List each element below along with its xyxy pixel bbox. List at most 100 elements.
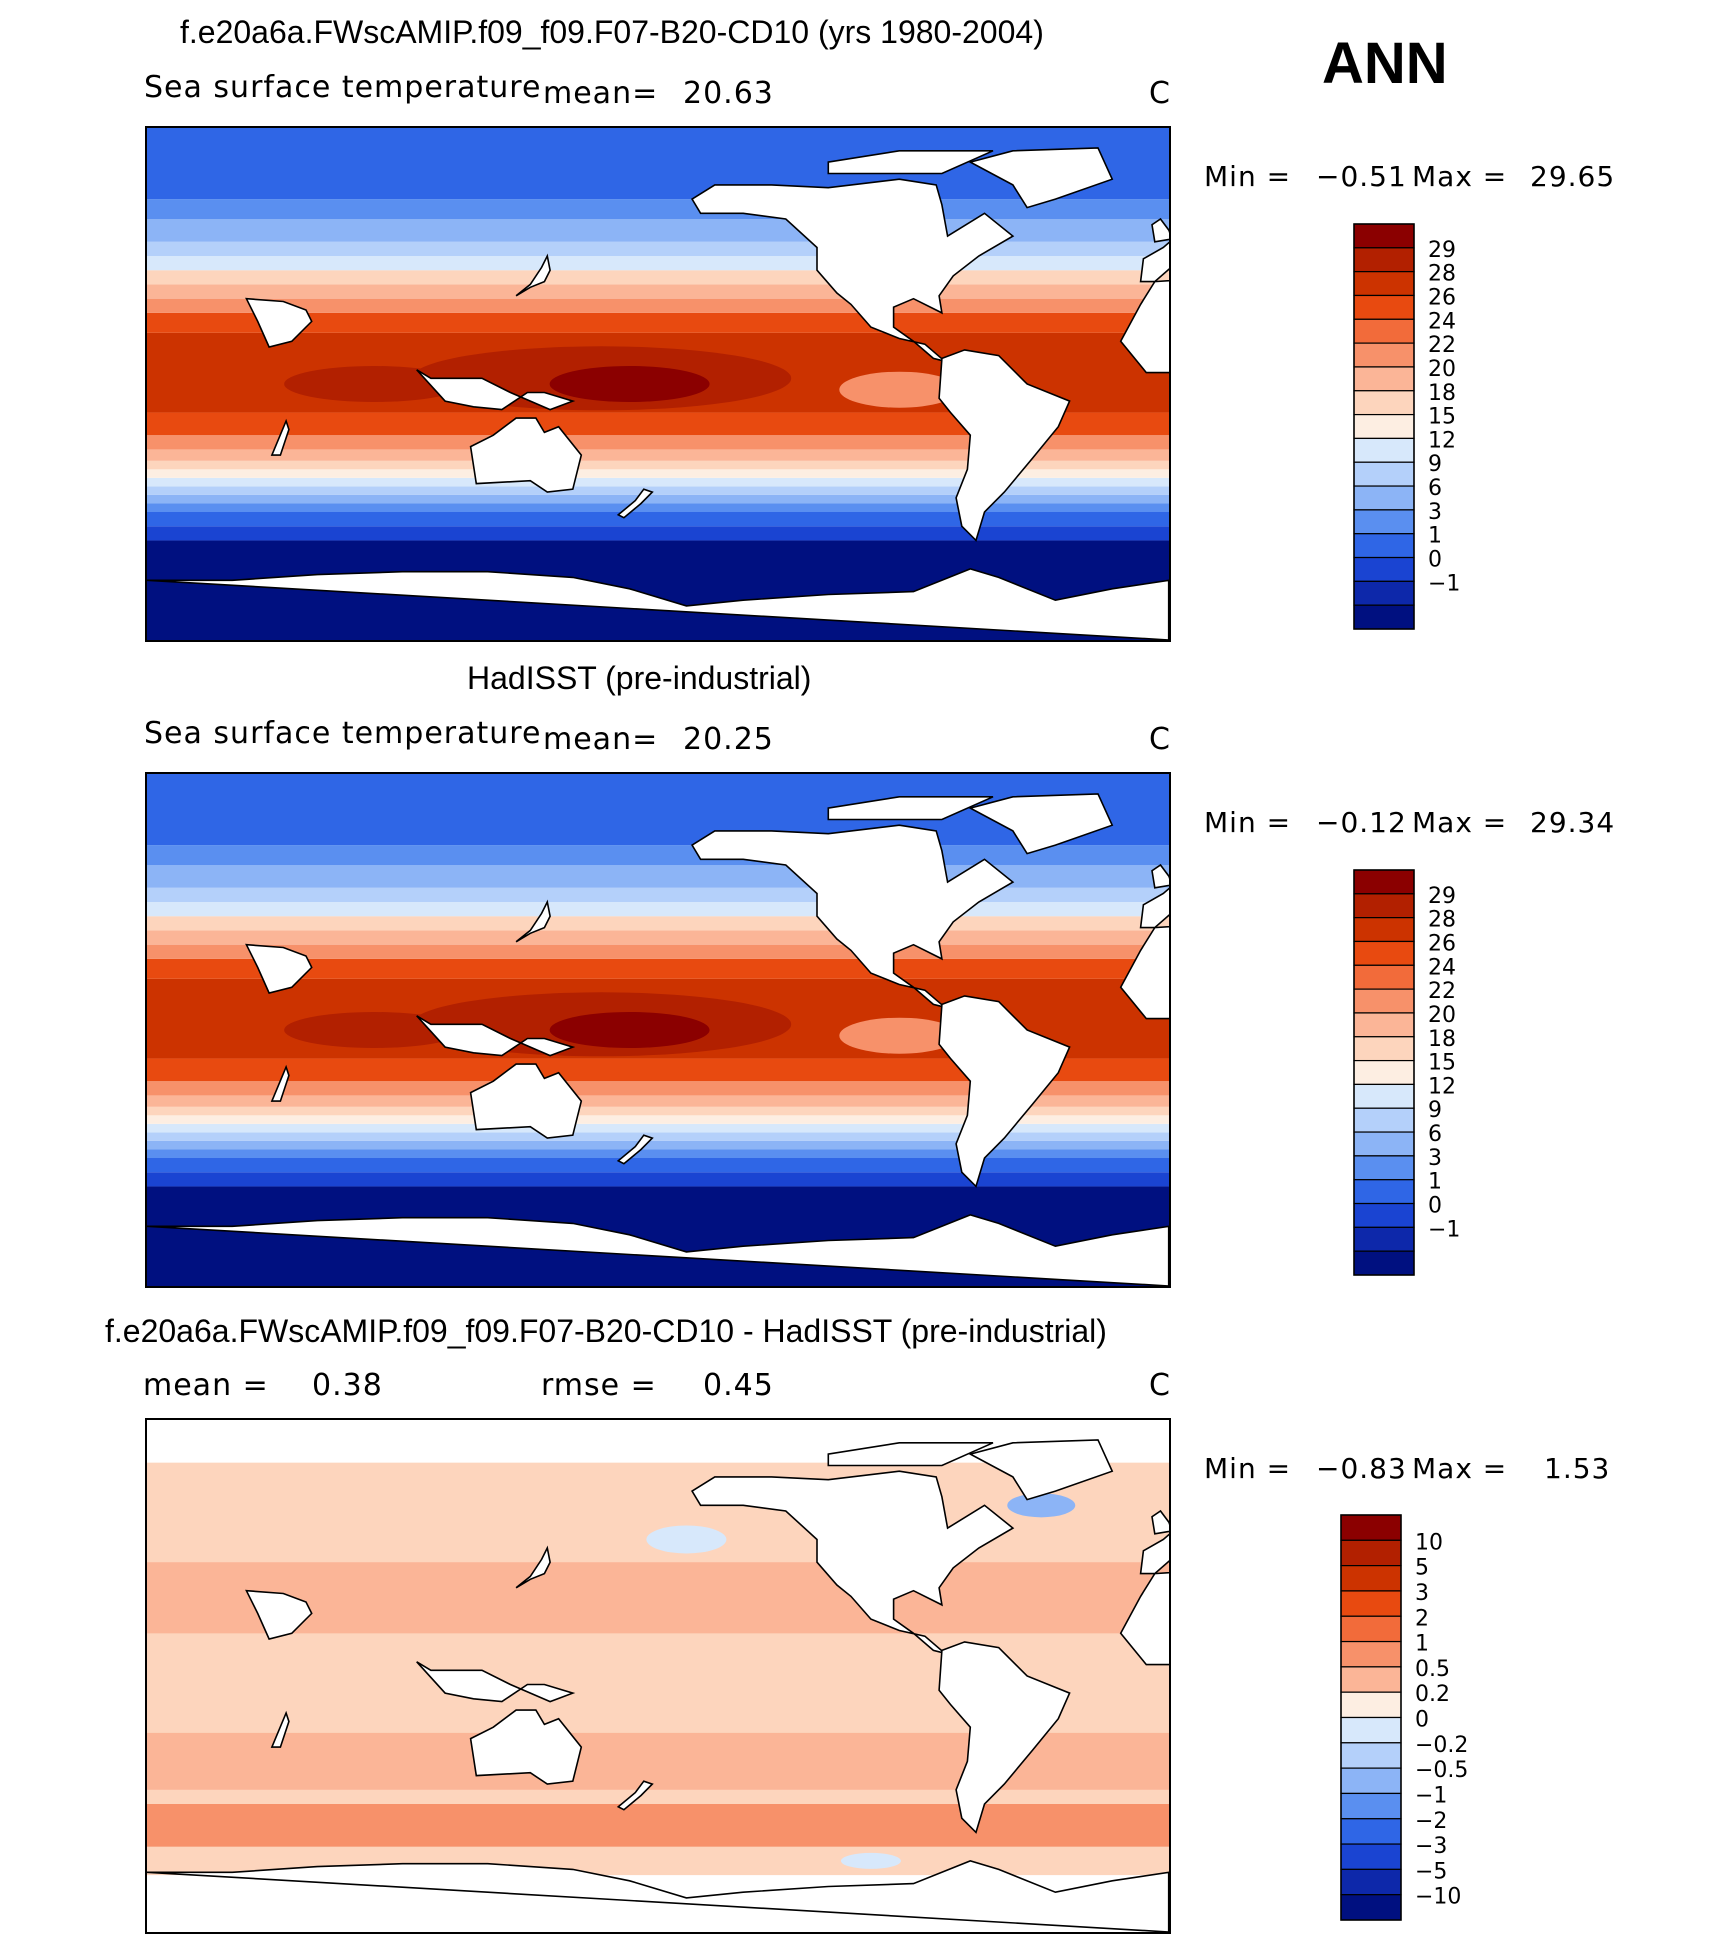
sst-band	[147, 1115, 1169, 1124]
panel3-max-value: 1.53	[1544, 1452, 1611, 1485]
colorbar-swatch	[1340, 1514, 1402, 1541]
colorbar-swatch	[1340, 1843, 1402, 1870]
indian-warm	[284, 1012, 465, 1048]
land-australia	[469, 1709, 583, 1785]
colorbar-swatch	[1353, 1226, 1415, 1252]
land-greenland	[968, 147, 1114, 209]
panel3-title: f.e20a6a.FWscAMIP.f09_f09.F07-B20-CD10 -…	[105, 1313, 1107, 1349]
colorbar-tick-label: 0	[1428, 548, 1442, 573]
sst-band	[147, 944, 1169, 959]
panel2-max-value: 29.34	[1530, 806, 1616, 839]
panel2-max-label: Max =	[1412, 806, 1508, 839]
colorbar-swatch	[1353, 271, 1415, 297]
panel3-map	[145, 1418, 1171, 1934]
sst-band	[147, 958, 1169, 979]
sst-band	[147, 1081, 1169, 1096]
sst-band	[147, 256, 1169, 271]
land-africa	[1119, 1571, 1169, 1666]
panel2-units: C	[1149, 722, 1171, 757]
panel2-colorbar: 29 28 26 24 22 20 18 15 12 9 6 3 1 0 −1	[1353, 869, 1534, 1285]
colorbar-swatch	[1340, 1565, 1402, 1592]
sst-band	[147, 1158, 1169, 1173]
colorbar-tick-label: 1	[1428, 524, 1442, 549]
land-n_america	[691, 178, 1015, 362]
panel1-max-label: Max =	[1412, 160, 1508, 193]
land-australia	[469, 417, 583, 493]
colorbar-tick-label: 3	[1415, 1581, 1429, 1606]
sst-band	[147, 887, 1169, 902]
colorbar-tick-label: 28	[1428, 262, 1456, 287]
colorbar-tick-label: 24	[1428, 309, 1456, 334]
sst-band	[147, 486, 1169, 495]
panel1-mean-value: 20.63	[683, 76, 774, 111]
panel2-title: HadISST (pre-industrial)	[467, 660, 812, 696]
colorbar-swatch	[1353, 294, 1415, 320]
colorbar-swatch	[1340, 1590, 1402, 1617]
colorbar-swatch	[1353, 223, 1415, 249]
land-africa	[1119, 925, 1169, 1020]
colorbar-swatch	[1353, 917, 1415, 943]
land-madagascar	[270, 418, 290, 456]
colorbar-swatch	[1353, 1083, 1415, 1109]
colorbar-tick-label: 3	[1428, 1146, 1442, 1171]
diff-band	[147, 1804, 1169, 1847]
colorbar-tick-label: −1	[1415, 1783, 1447, 1808]
panel2-map	[145, 772, 1171, 1288]
sst-band	[147, 1058, 1169, 1082]
panel1-map	[145, 126, 1171, 642]
colorbar-tick-label: 15	[1428, 1051, 1456, 1076]
sst-band	[147, 435, 1169, 450]
land-arabia	[245, 1589, 313, 1640]
land-uk	[1151, 217, 1169, 243]
colorbar-swatch	[1353, 318, 1415, 344]
colorbar-tick-label: 26	[1428, 285, 1456, 310]
land-nz	[616, 1134, 654, 1165]
sst-band	[147, 270, 1169, 285]
colorbar-tick-label: −0.2	[1415, 1733, 1468, 1758]
colorbar-tick-label: −1	[1428, 571, 1460, 596]
colorbar-tick-label: 22	[1428, 333, 1456, 358]
panel1-min-label: Min =	[1204, 160, 1292, 193]
colorbar-swatch	[1353, 988, 1415, 1014]
colorbar-tick-label: 6	[1428, 476, 1442, 501]
panel3-min-value: −0.83	[1316, 1452, 1407, 1485]
colorbar-tick-label: 1	[1415, 1632, 1429, 1657]
panel1-units: C	[1149, 76, 1171, 111]
colorbar-frame	[1353, 223, 1415, 630]
colorbar-tick-label: 0.2	[1415, 1682, 1450, 1707]
colorbar-frame	[1353, 869, 1415, 1276]
sst-band	[147, 503, 1169, 512]
land-uk	[1151, 863, 1169, 889]
sst-band	[147, 1149, 1169, 1158]
land-nz	[616, 1780, 654, 1811]
sst-band	[147, 241, 1169, 256]
land-madagascar	[270, 1710, 290, 1748]
land-madagascar	[270, 1064, 290, 1102]
panel1-mean-label: mean=	[543, 76, 659, 111]
season-label: ANN	[1322, 31, 1448, 96]
colorbar-swatch	[1353, 247, 1415, 273]
panel2-min-label: Min =	[1204, 806, 1292, 839]
land-indonesia	[416, 369, 576, 411]
colorbar-swatch	[1340, 1716, 1402, 1744]
colorbar-swatch	[1353, 893, 1415, 919]
colorbar-swatch	[1353, 533, 1415, 559]
colorbar-swatch	[1353, 1179, 1415, 1205]
colorbar-swatch	[1340, 1818, 1402, 1845]
sst-band	[147, 916, 1169, 931]
land-greenland	[968, 1439, 1114, 1501]
panel3-units: C	[1149, 1368, 1171, 1403]
land-greenland	[968, 793, 1114, 855]
land-n_america	[691, 1470, 1015, 1654]
sst-band	[147, 1095, 1169, 1107]
land-australia	[469, 1063, 583, 1139]
sst-band	[147, 865, 1169, 888]
panel1-colorbar: 29 28 26 24 22 20 18 15 12 9 6 3 1 0 −1	[1353, 223, 1534, 639]
colorbar-swatch	[1353, 1202, 1415, 1228]
colorbar-tick-label: 9	[1428, 1098, 1442, 1123]
land-europe_asia	[1139, 1533, 1169, 1575]
panel2-min-value: −0.12	[1316, 806, 1407, 839]
warm-pool-core	[549, 366, 710, 402]
colorbar-swatch	[1353, 390, 1415, 416]
colorbar-tick-label: 20	[1428, 357, 1456, 382]
